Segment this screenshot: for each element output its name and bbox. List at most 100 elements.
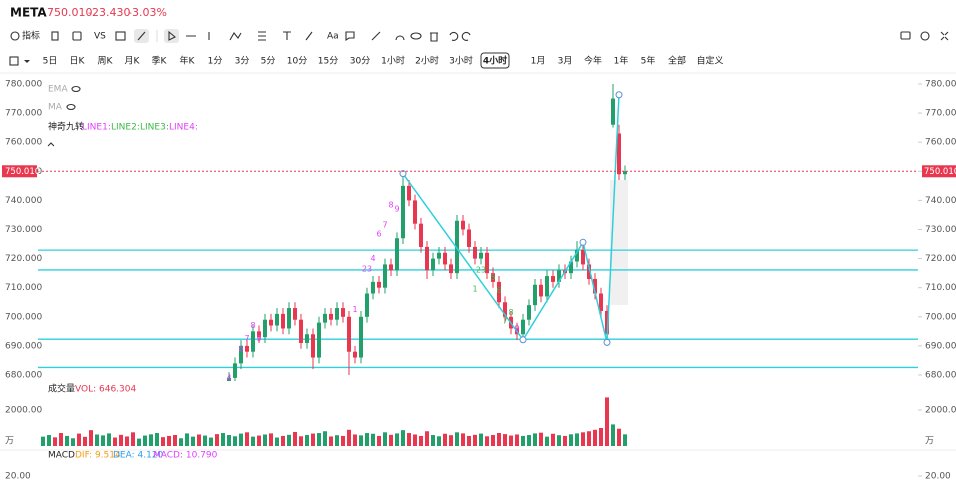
- volume-bar: [233, 436, 237, 446]
- volume-bar: [155, 433, 159, 446]
- timeframe[interactable]: 10分: [287, 56, 307, 67]
- volume-bar: [71, 438, 75, 446]
- range[interactable]: 自定义: [696, 55, 723, 67]
- line-legend: LINE3:: [140, 123, 169, 133]
- volume-bar: [53, 437, 57, 446]
- fullscreen-icon[interactable]: [940, 31, 949, 41]
- range[interactable]: 5年: [641, 55, 656, 67]
- last-price-tag-right: [922, 165, 956, 178]
- volume-bar: [179, 438, 183, 446]
- timeframe[interactable]: 月K: [125, 56, 141, 67]
- timeframe[interactable]: 1分: [208, 56, 223, 67]
- vs-button[interactable]: VS: [94, 32, 106, 42]
- volume-bar: [125, 436, 129, 446]
- indicator-icon[interactable]: [10, 31, 20, 41]
- layout-icon[interactable]: [72, 31, 82, 41]
- candle-body: [521, 319, 525, 335]
- timeframe[interactable]: 3小时: [449, 55, 473, 67]
- range[interactable]: 今年: [584, 55, 602, 67]
- volume-bar: [371, 433, 375, 446]
- td-count: 1: [352, 305, 357, 314]
- y-tick-label-right: 740.000: [925, 196, 956, 206]
- dropdown-arrow[interactable]: [24, 60, 30, 63]
- ema-label[interactable]: EMA: [48, 85, 68, 95]
- candle-body: [413, 200, 417, 224]
- y-tick-label-right: 780.000: [925, 80, 956, 90]
- timeframe[interactable]: 日K: [70, 56, 86, 67]
- td-label[interactable]: 神奇九转: [48, 121, 84, 133]
- indicator-button[interactable]: 指标: [22, 30, 40, 42]
- chart-type-icon[interactable]: [115, 31, 126, 41]
- y-tick-label-right: 680.000: [925, 371, 956, 381]
- timeframe[interactable]: 5分: [261, 56, 276, 67]
- volume-bar: [437, 436, 441, 446]
- candle-body: [473, 246, 477, 259]
- settings-icon[interactable]: [920, 31, 930, 41]
- timeframe[interactable]: 5日: [43, 56, 58, 67]
- volume-bar: [575, 433, 579, 446]
- timeframe[interactable]: 周K: [98, 56, 114, 67]
- timeframe[interactable]: 30分: [350, 56, 370, 67]
- camera-icon[interactable]: [900, 31, 911, 40]
- timeframe[interactable]: 1小时: [381, 55, 405, 67]
- timeframe[interactable]: 15分: [318, 56, 338, 67]
- range[interactable]: 全部: [668, 55, 686, 67]
- collapse-icon[interactable]: [47, 142, 55, 147]
- timeframe[interactable]: 年K: [180, 55, 196, 67]
- zigzag-point: [579, 238, 587, 246]
- volume-bar: [305, 435, 309, 446]
- timeframe[interactable]: 季K: [152, 55, 168, 67]
- volume-bar: [299, 436, 303, 446]
- timeframe-bar: 5日 日K 周K 月K 季K 年K 1分 3分 5分 10分 15分 30分 1小时 2小时 3小时 4小时 1…: [43, 52, 724, 69]
- td-count: 23: [476, 266, 486, 275]
- volume-bar: [557, 435, 561, 446]
- candle-body: [131, 419, 135, 425]
- volume-bar: [215, 434, 219, 446]
- candle-body: [191, 392, 195, 398]
- panel-icon[interactable]: [9, 56, 19, 66]
- volume-bar: [245, 432, 249, 446]
- ma-eye[interactable]: [66, 103, 76, 111]
- change-pct: -3.03%: [128, 6, 167, 19]
- volume-bar: [209, 437, 213, 446]
- range[interactable]: 1年: [614, 55, 629, 67]
- compare-icon[interactable]: [51, 31, 59, 41]
- selected-box: [480, 52, 510, 69]
- candle-body: [407, 185, 411, 201]
- candle-body: [533, 284, 537, 306]
- range[interactable]: 3月: [558, 56, 573, 67]
- td-count: 6: [496, 286, 501, 295]
- candle-body: [461, 220, 465, 230]
- volume-bar: [611, 424, 615, 446]
- y-tick-label: 680.000: [5, 371, 42, 381]
- ema-eye[interactable]: [71, 85, 81, 93]
- candle-body: [83, 407, 87, 416]
- range[interactable]: 1月: [531, 56, 546, 67]
- ma-label[interactable]: MA: [48, 103, 63, 113]
- candle-body: [149, 401, 153, 410]
- candle-body: [281, 313, 285, 329]
- candle-body: [545, 276, 549, 297]
- timeframe[interactable]: 4小时: [483, 55, 507, 67]
- candle-body: [275, 313, 279, 326]
- cursor-toggle[interactable]: [164, 29, 179, 43]
- volume-bar: [431, 435, 435, 446]
- text-tool[interactable]: Aa: [327, 32, 339, 42]
- y-tick-label-right: 720.000: [925, 254, 956, 264]
- candle-body: [101, 404, 105, 413]
- candle-body: [143, 410, 147, 416]
- candle-body: [539, 284, 543, 297]
- y-tick-label-right: 770.000: [925, 109, 956, 119]
- candle-body: [323, 313, 327, 323]
- volume-bar: [89, 430, 93, 446]
- candle-body: [479, 252, 483, 259]
- drawing-tools[interactable]: [186, 31, 471, 42]
- volume-bar: [581, 432, 585, 446]
- candle-body: [293, 308, 297, 320]
- timeframe[interactable]: 2小时: [415, 55, 439, 67]
- timeframe[interactable]: 3分: [235, 56, 250, 67]
- volume-bar: [77, 433, 81, 446]
- y-tick-label-right: 730.000: [925, 225, 956, 235]
- candle-body: [431, 258, 435, 271]
